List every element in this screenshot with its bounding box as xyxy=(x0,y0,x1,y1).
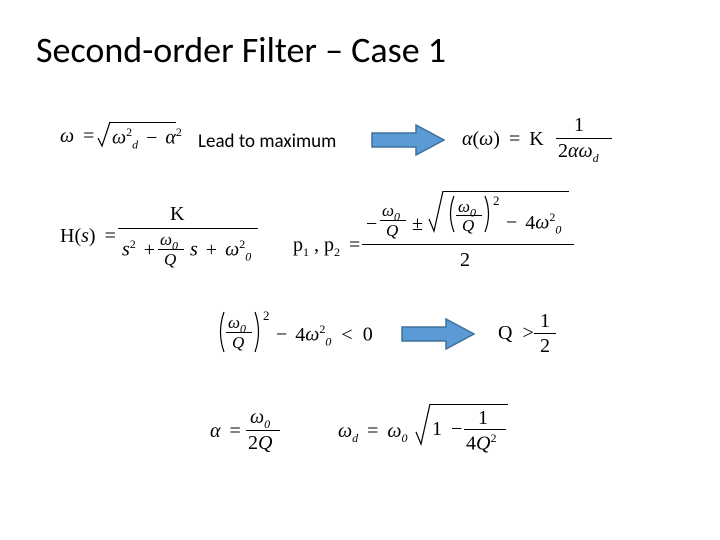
frac-bar-Hs xyxy=(118,228,258,229)
eq-cp-sq: 2 xyxy=(263,308,270,324)
big-paren-l xyxy=(446,194,456,234)
eq-alpha-frac-den: 2αωd xyxy=(558,140,599,166)
eq-wd-lhs: ωd = ω0 xyxy=(338,420,408,446)
sqrt-bar-2 xyxy=(443,191,569,192)
eq-wd-frac-d: 4Q2 xyxy=(466,431,496,456)
eq-alpha-omega: α(ω) = K xyxy=(462,128,544,151)
eq-p1p2-num-frac-d: Q xyxy=(386,221,398,241)
frac-bar-wd xyxy=(464,429,506,430)
eq-omega-d-sq: ω2d − α2 xyxy=(112,125,182,153)
eq-inside-rest: − 4ω20 xyxy=(506,210,561,238)
eq-omega-sqrt: ω = xyxy=(60,125,98,148)
eq-Hs-den-s2: s2 + xyxy=(122,237,158,262)
frac-bar xyxy=(556,138,612,139)
eq-alpha-frac-num: 1 xyxy=(574,114,584,137)
eq-alpha-frac2-d: 2Q xyxy=(248,432,272,455)
eq-Q-gt: Q > xyxy=(498,322,539,345)
eq-p1p2-pm: ± xyxy=(412,213,423,236)
eq-Hs-num: K xyxy=(170,203,184,226)
eq-Hs-den-rest: s + ω20 xyxy=(190,237,251,265)
eq-inside-sq: 2 xyxy=(493,193,500,209)
big-paren-l2 xyxy=(216,310,226,354)
eq-alpha-eq: α = xyxy=(210,420,245,443)
eq-p1p2-num-left: − xyxy=(366,213,377,236)
frac-bar-alpha2 xyxy=(246,430,280,431)
eq-inside-frac-d: Q xyxy=(462,216,474,236)
eq-Q-half-d: 2 xyxy=(540,335,550,358)
eq-Q-half-n: 1 xyxy=(540,310,550,333)
eq-Hs: H(s) = xyxy=(60,225,120,248)
lead-text: Lead to maximum xyxy=(198,130,336,153)
sqrt-bar-3 xyxy=(430,404,508,405)
sqrt-hook-3 xyxy=(414,402,434,448)
big-paren-r2 xyxy=(253,310,263,354)
arrow-icon xyxy=(370,122,446,158)
eq-cp-frac-d: Q xyxy=(232,333,244,353)
arrow-icon xyxy=(400,316,476,352)
eq-alpha-frac2-n: ω0 xyxy=(250,406,270,432)
sqrt-bar xyxy=(110,122,176,123)
page-title: Second-order Filter – Case 1 xyxy=(36,28,446,72)
frac-bar-p-main xyxy=(362,244,574,245)
eq-Hs-den-frac-den: Q xyxy=(164,250,176,270)
eq-p1p2-den: 2 xyxy=(460,249,470,272)
eq-p1p2-lhs: p1 , p2 = xyxy=(293,234,364,260)
frac-bar-half xyxy=(534,333,556,334)
sqrt-hook-2 xyxy=(427,189,447,235)
eq-cp-rest: − 4ω20 < 0 xyxy=(276,322,373,350)
eq-wd-inside-1: 1 − xyxy=(432,418,466,441)
eq-wd-frac-n: 1 xyxy=(478,407,488,430)
omega-symbol: ω xyxy=(60,125,74,147)
big-paren-r xyxy=(483,194,493,234)
